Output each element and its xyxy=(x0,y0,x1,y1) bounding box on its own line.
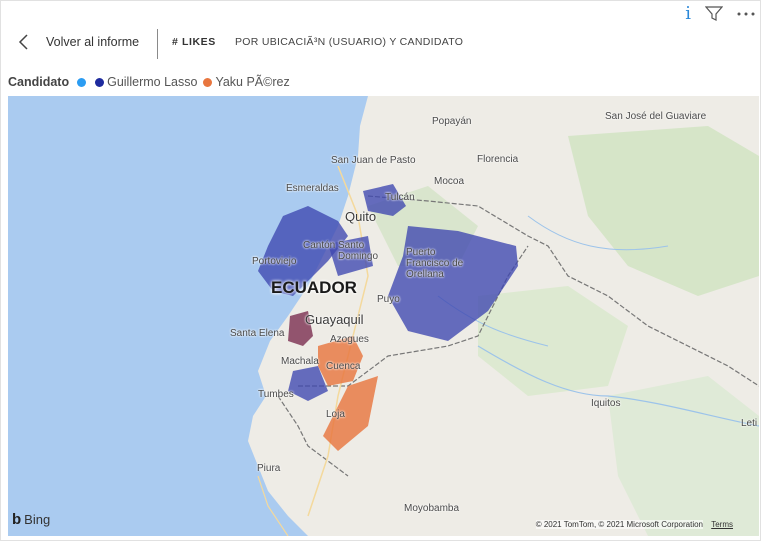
chevron-left-icon xyxy=(18,34,28,50)
legend-title: Candidato xyxy=(8,75,70,89)
place-label: Iquitos xyxy=(591,398,621,409)
region-lasso-coast xyxy=(258,206,348,296)
region-lasso-center xyxy=(328,236,373,276)
region-lasso-east xyxy=(388,226,518,341)
bing-icon: b xyxy=(12,511,22,528)
legend-dot xyxy=(77,77,87,87)
region-lasso-south xyxy=(288,366,328,401)
visual-header-icons: i xyxy=(685,4,755,24)
map-copyright: © 2021 TomTom, © 2021 Microsoft Corporat… xyxy=(535,520,703,529)
bing-logo[interactable]: b Bing xyxy=(12,511,50,528)
place-label: Quito xyxy=(345,209,377,224)
breakdown-label: POR UBICACIÃ³N (USUARIO) Y CANDIDATO xyxy=(235,36,464,48)
legend-item-label: Guillermo Lasso xyxy=(107,75,198,89)
legend: Candidato Guillermo Lasso Yaku PÃ©rez xyxy=(8,74,296,90)
place-label: Azogues xyxy=(330,334,369,345)
green-area xyxy=(608,376,759,536)
place-label: Esmeraldas xyxy=(286,183,339,194)
info-icon[interactable]: i xyxy=(685,3,691,24)
place-label: Moyobamba xyxy=(404,503,460,514)
place-label: Loja xyxy=(326,409,345,420)
river xyxy=(527,215,669,251)
legend-dot xyxy=(95,77,105,87)
place-label: Mocoa xyxy=(434,176,465,187)
place-label: Piura xyxy=(257,463,281,474)
more-options-icon[interactable] xyxy=(737,11,755,17)
place-label: San José del Guaviare xyxy=(605,111,707,122)
place-label: Puyo xyxy=(377,294,400,305)
country-border xyxy=(367,195,759,387)
place-label: San Juan de Pasto xyxy=(331,155,416,166)
legend-item-unknown[interactable] xyxy=(77,77,89,87)
legend-item-perez[interactable]: Yaku PÃ©rez xyxy=(203,75,290,89)
header-divider xyxy=(157,29,158,59)
filter-icon[interactable] xyxy=(705,6,723,22)
metric-label: # LIKES xyxy=(172,36,216,48)
back-label: Volver al informe xyxy=(46,35,140,49)
region-perez-loja xyxy=(323,376,378,451)
place-label: Popayán xyxy=(432,116,472,127)
place-label: Tumbes xyxy=(258,389,294,400)
place-label: Florencia xyxy=(477,154,519,165)
place-label: Machala xyxy=(281,356,319,367)
map-terms-link[interactable]: Terms xyxy=(711,520,733,529)
place-label: Cantón xyxy=(303,240,336,251)
country-label: ECUADOR xyxy=(271,278,357,297)
green-area xyxy=(568,126,759,296)
region-lasso-north xyxy=(363,184,406,216)
place-label: Guayaquil xyxy=(305,312,364,327)
map-canvas xyxy=(248,96,759,536)
bing-label: Bing xyxy=(24,512,51,527)
place-label: Santo Domingo xyxy=(338,240,379,262)
place-label: Santa Elena xyxy=(230,328,285,339)
place-label: Portoviejo xyxy=(252,256,297,267)
legend-item-lasso[interactable]: Guillermo Lasso xyxy=(95,75,197,89)
place-label: Tulcán xyxy=(385,192,415,203)
region-perez-azuay xyxy=(318,336,363,386)
map-visual[interactable]: Popayán San José del Guaviare San Juan d… xyxy=(8,96,759,536)
region-guayaquil xyxy=(288,311,313,346)
road xyxy=(257,475,289,536)
legend-dot xyxy=(203,77,213,87)
place-label: Cuenca xyxy=(326,361,361,372)
back-to-report-button[interactable]: Volver al informe xyxy=(14,28,139,56)
river xyxy=(477,345,759,427)
place-label: Puerto Francisco de Orellana xyxy=(406,247,464,280)
country-border xyxy=(277,395,349,477)
legend-item-label: Yaku PÃ©rez xyxy=(215,75,290,89)
place-label: Leti xyxy=(741,418,758,429)
green-area xyxy=(478,286,628,396)
